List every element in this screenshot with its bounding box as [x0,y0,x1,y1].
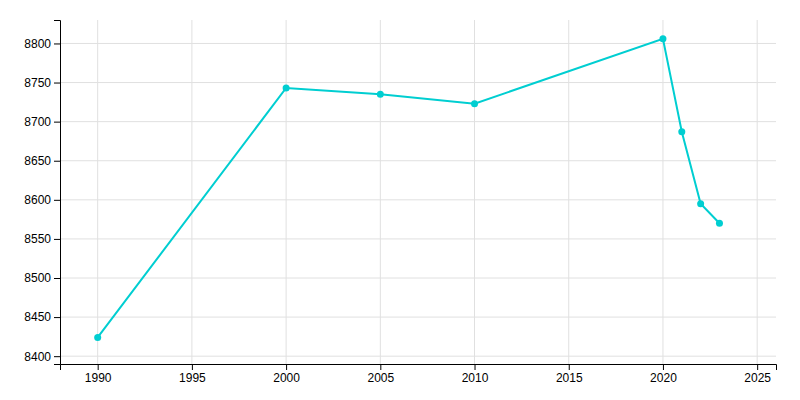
plot: 1990 1995 2000 2005 2010 2015 2020 2025 8400 8450… [24,20,776,385]
x-tick-mark [380,364,381,370]
x-tick: 2000 [273,364,300,385]
y-tick-mark [54,317,60,318]
x-tick-label: 1990 [85,371,112,385]
chart: 1990 1995 2000 2005 2010 2015 2020 2025 8400 8450… [0,0,800,400]
x-grid-line [286,20,287,364]
y-grid-line [60,278,776,279]
y-grid-line [60,121,776,122]
x-tick-mark [98,364,99,370]
y-grid-line [60,43,776,44]
x-tick-mark [286,364,287,370]
y-axis-line [54,21,61,365]
x-tick: 1990 [85,364,112,385]
y-tick-mark [54,278,60,279]
x-grid-line [757,20,758,364]
y-tick-label: 8550 [24,232,51,246]
x-tick-mark [663,364,664,370]
y-tick: 8800 [24,37,60,51]
x-grid-line [380,20,381,364]
point [283,85,290,92]
x-tick-mark [569,364,570,370]
y-tick-mark [54,200,60,201]
x-grid-line [474,20,475,364]
x-tick-label: 1995 [179,371,206,385]
y-tick-label: 8650 [24,154,51,168]
y-tick: 8750 [24,76,60,90]
y-tick-mark [54,356,60,357]
y-tick-label: 8750 [24,76,51,90]
x-tick: 2010 [462,364,489,385]
point [471,100,478,107]
y-axis: 8400 8450 8500 8550 8600 8650 8700 8750 8800 [24,21,60,365]
y-tick-label: 8600 [24,193,51,207]
x-axis: 1990 1995 2000 2005 2010 2015 2020 2025 [61,364,777,385]
y-grid-line [60,356,776,357]
y-grid-line [60,160,776,161]
x-tick-mark [192,364,193,370]
y-tick-label: 8400 [24,350,51,364]
y-tick-mark [54,43,60,44]
y-tick: 8700 [24,115,60,129]
x-tick: 1995 [179,364,206,385]
y-tick-label: 8450 [24,310,51,324]
y-grid-line [60,238,776,239]
x-grid-line [662,20,663,364]
y-tick-label: 8500 [24,271,51,285]
point [678,128,685,135]
x-tick-mark [757,364,758,370]
x-tick-label: 2000 [273,371,300,385]
x-tick-label: 2025 [744,371,771,385]
x-tick-label: 2015 [556,371,583,385]
y-tick-mark [54,83,60,84]
grid [60,20,776,364]
y-grid-line [60,199,776,200]
x-tick-label: 2005 [367,371,394,385]
x-grid-line [97,20,98,364]
y-tick: 8450 [24,310,60,324]
x-tick: 2005 [367,364,394,385]
y-tick: 8500 [24,271,60,285]
point [94,334,101,341]
y-tick: 8550 [24,232,60,246]
line [98,39,720,338]
x-tick: 2025 [744,364,771,385]
x-tick-label: 2020 [650,371,677,385]
point [716,220,723,227]
point [697,200,704,207]
chart-container: 1990 1995 2000 2005 2010 2015 2020 2025 8400 8450… [0,0,800,400]
y-tick-mark [54,122,60,123]
x-grid-line [191,20,192,364]
y-tick: 8600 [24,193,60,207]
y-grid-line [60,82,776,83]
y-tick: 8400 [24,350,60,364]
y-tick-label: 8800 [24,37,51,51]
y-grid-line [60,317,776,318]
y-tick-mark [54,239,60,240]
x-tick-mark [475,364,476,370]
y-tick-mark [54,161,60,162]
x-tick: 2015 [556,364,583,385]
y-tick-label: 8700 [24,115,51,129]
x-tick-label: 2010 [462,371,489,385]
y-tick: 8650 [24,154,60,168]
marks [94,35,723,341]
point [659,35,666,42]
x-tick: 2020 [650,364,677,385]
point [377,91,384,98]
x-axis-line [61,365,777,371]
